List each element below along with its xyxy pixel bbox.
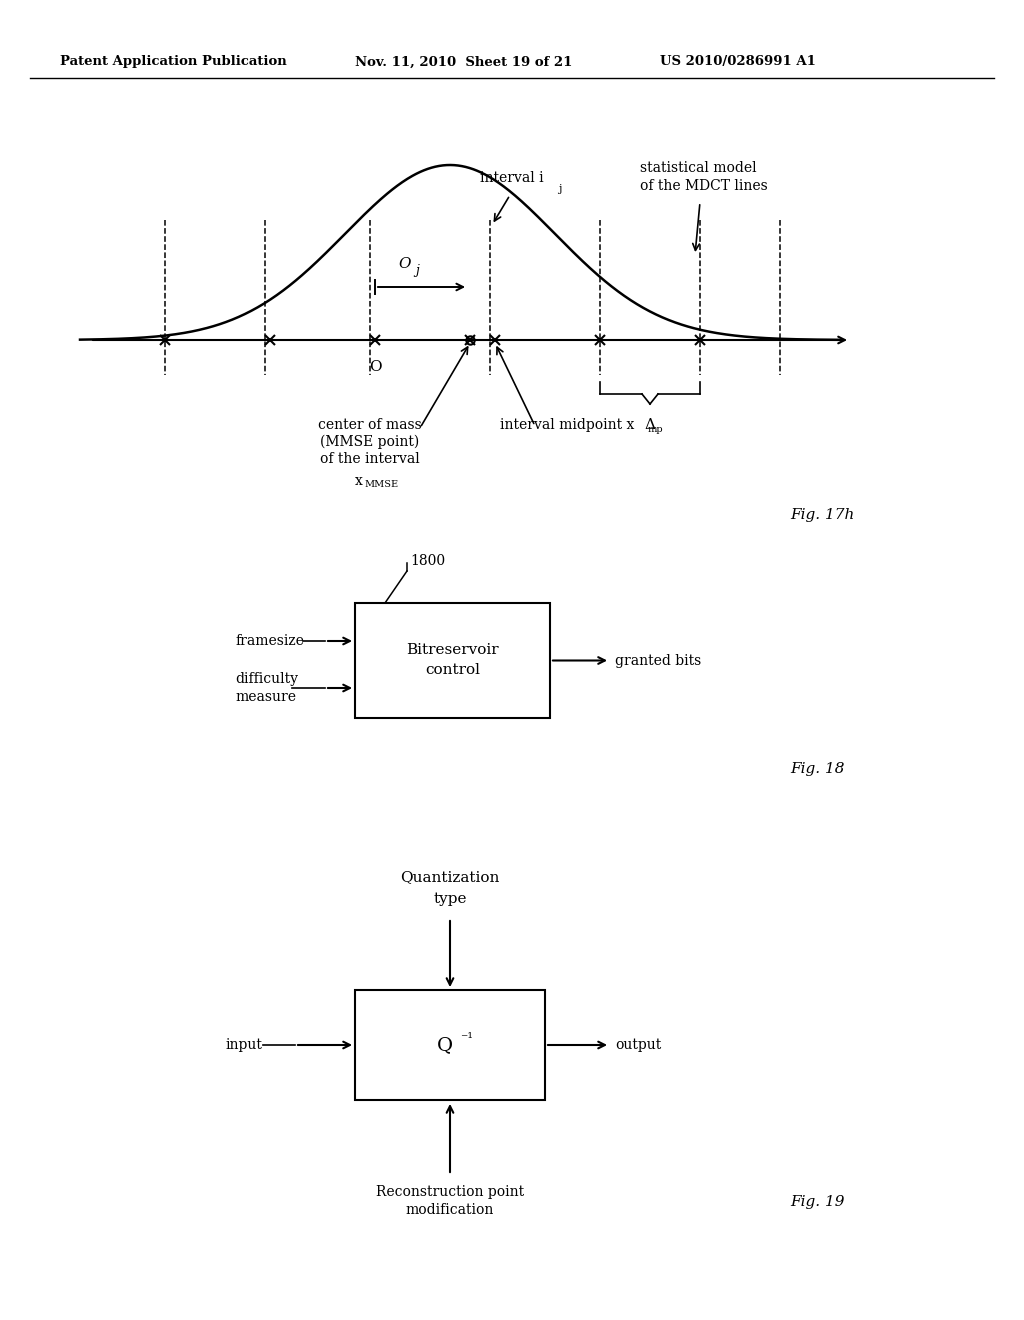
Text: mp: mp xyxy=(648,425,664,434)
Text: ⁻¹: ⁻¹ xyxy=(460,1032,473,1045)
Text: statistical model: statistical model xyxy=(640,161,757,176)
Bar xyxy=(355,990,545,1100)
Text: j: j xyxy=(558,183,561,194)
Text: Nov. 11, 2010  Sheet 19 of 21: Nov. 11, 2010 Sheet 19 of 21 xyxy=(355,55,572,69)
Text: Fig. 18: Fig. 18 xyxy=(790,762,845,776)
Text: Fig. 19: Fig. 19 xyxy=(790,1195,845,1209)
Text: Quantization: Quantization xyxy=(400,870,500,884)
Text: j: j xyxy=(415,264,419,277)
Bar xyxy=(355,603,550,718)
Text: framesize: framesize xyxy=(234,634,304,648)
Text: measure: measure xyxy=(234,690,296,704)
Text: control: control xyxy=(425,664,480,677)
Text: Fig. 17h: Fig. 17h xyxy=(790,508,854,521)
Text: of the MDCT lines: of the MDCT lines xyxy=(640,180,768,193)
Text: 1800: 1800 xyxy=(410,554,445,568)
Text: of the interval: of the interval xyxy=(321,451,420,466)
Text: Reconstruction point: Reconstruction point xyxy=(376,1185,524,1199)
Text: O: O xyxy=(398,257,412,271)
Text: input: input xyxy=(225,1038,262,1052)
Text: granted bits: granted bits xyxy=(615,653,701,668)
Text: interval midpoint x: interval midpoint x xyxy=(500,418,635,432)
Text: center of mass: center of mass xyxy=(318,418,422,432)
Text: Bitreservoir: Bitreservoir xyxy=(407,644,499,657)
Text: MMSE: MMSE xyxy=(364,480,398,488)
Text: interval i: interval i xyxy=(480,172,544,185)
Text: (MMSE point): (MMSE point) xyxy=(321,436,420,449)
Text: Q: Q xyxy=(437,1036,453,1053)
Text: O: O xyxy=(369,360,381,374)
Text: type: type xyxy=(433,892,467,906)
Text: US 2010/0286991 A1: US 2010/0286991 A1 xyxy=(660,55,816,69)
Text: x: x xyxy=(355,474,362,488)
Text: difficulty: difficulty xyxy=(234,672,298,686)
Text: output: output xyxy=(615,1038,662,1052)
Text: Δ: Δ xyxy=(644,418,655,432)
Text: Patent Application Publication: Patent Application Publication xyxy=(60,55,287,69)
Text: modification: modification xyxy=(406,1203,495,1217)
